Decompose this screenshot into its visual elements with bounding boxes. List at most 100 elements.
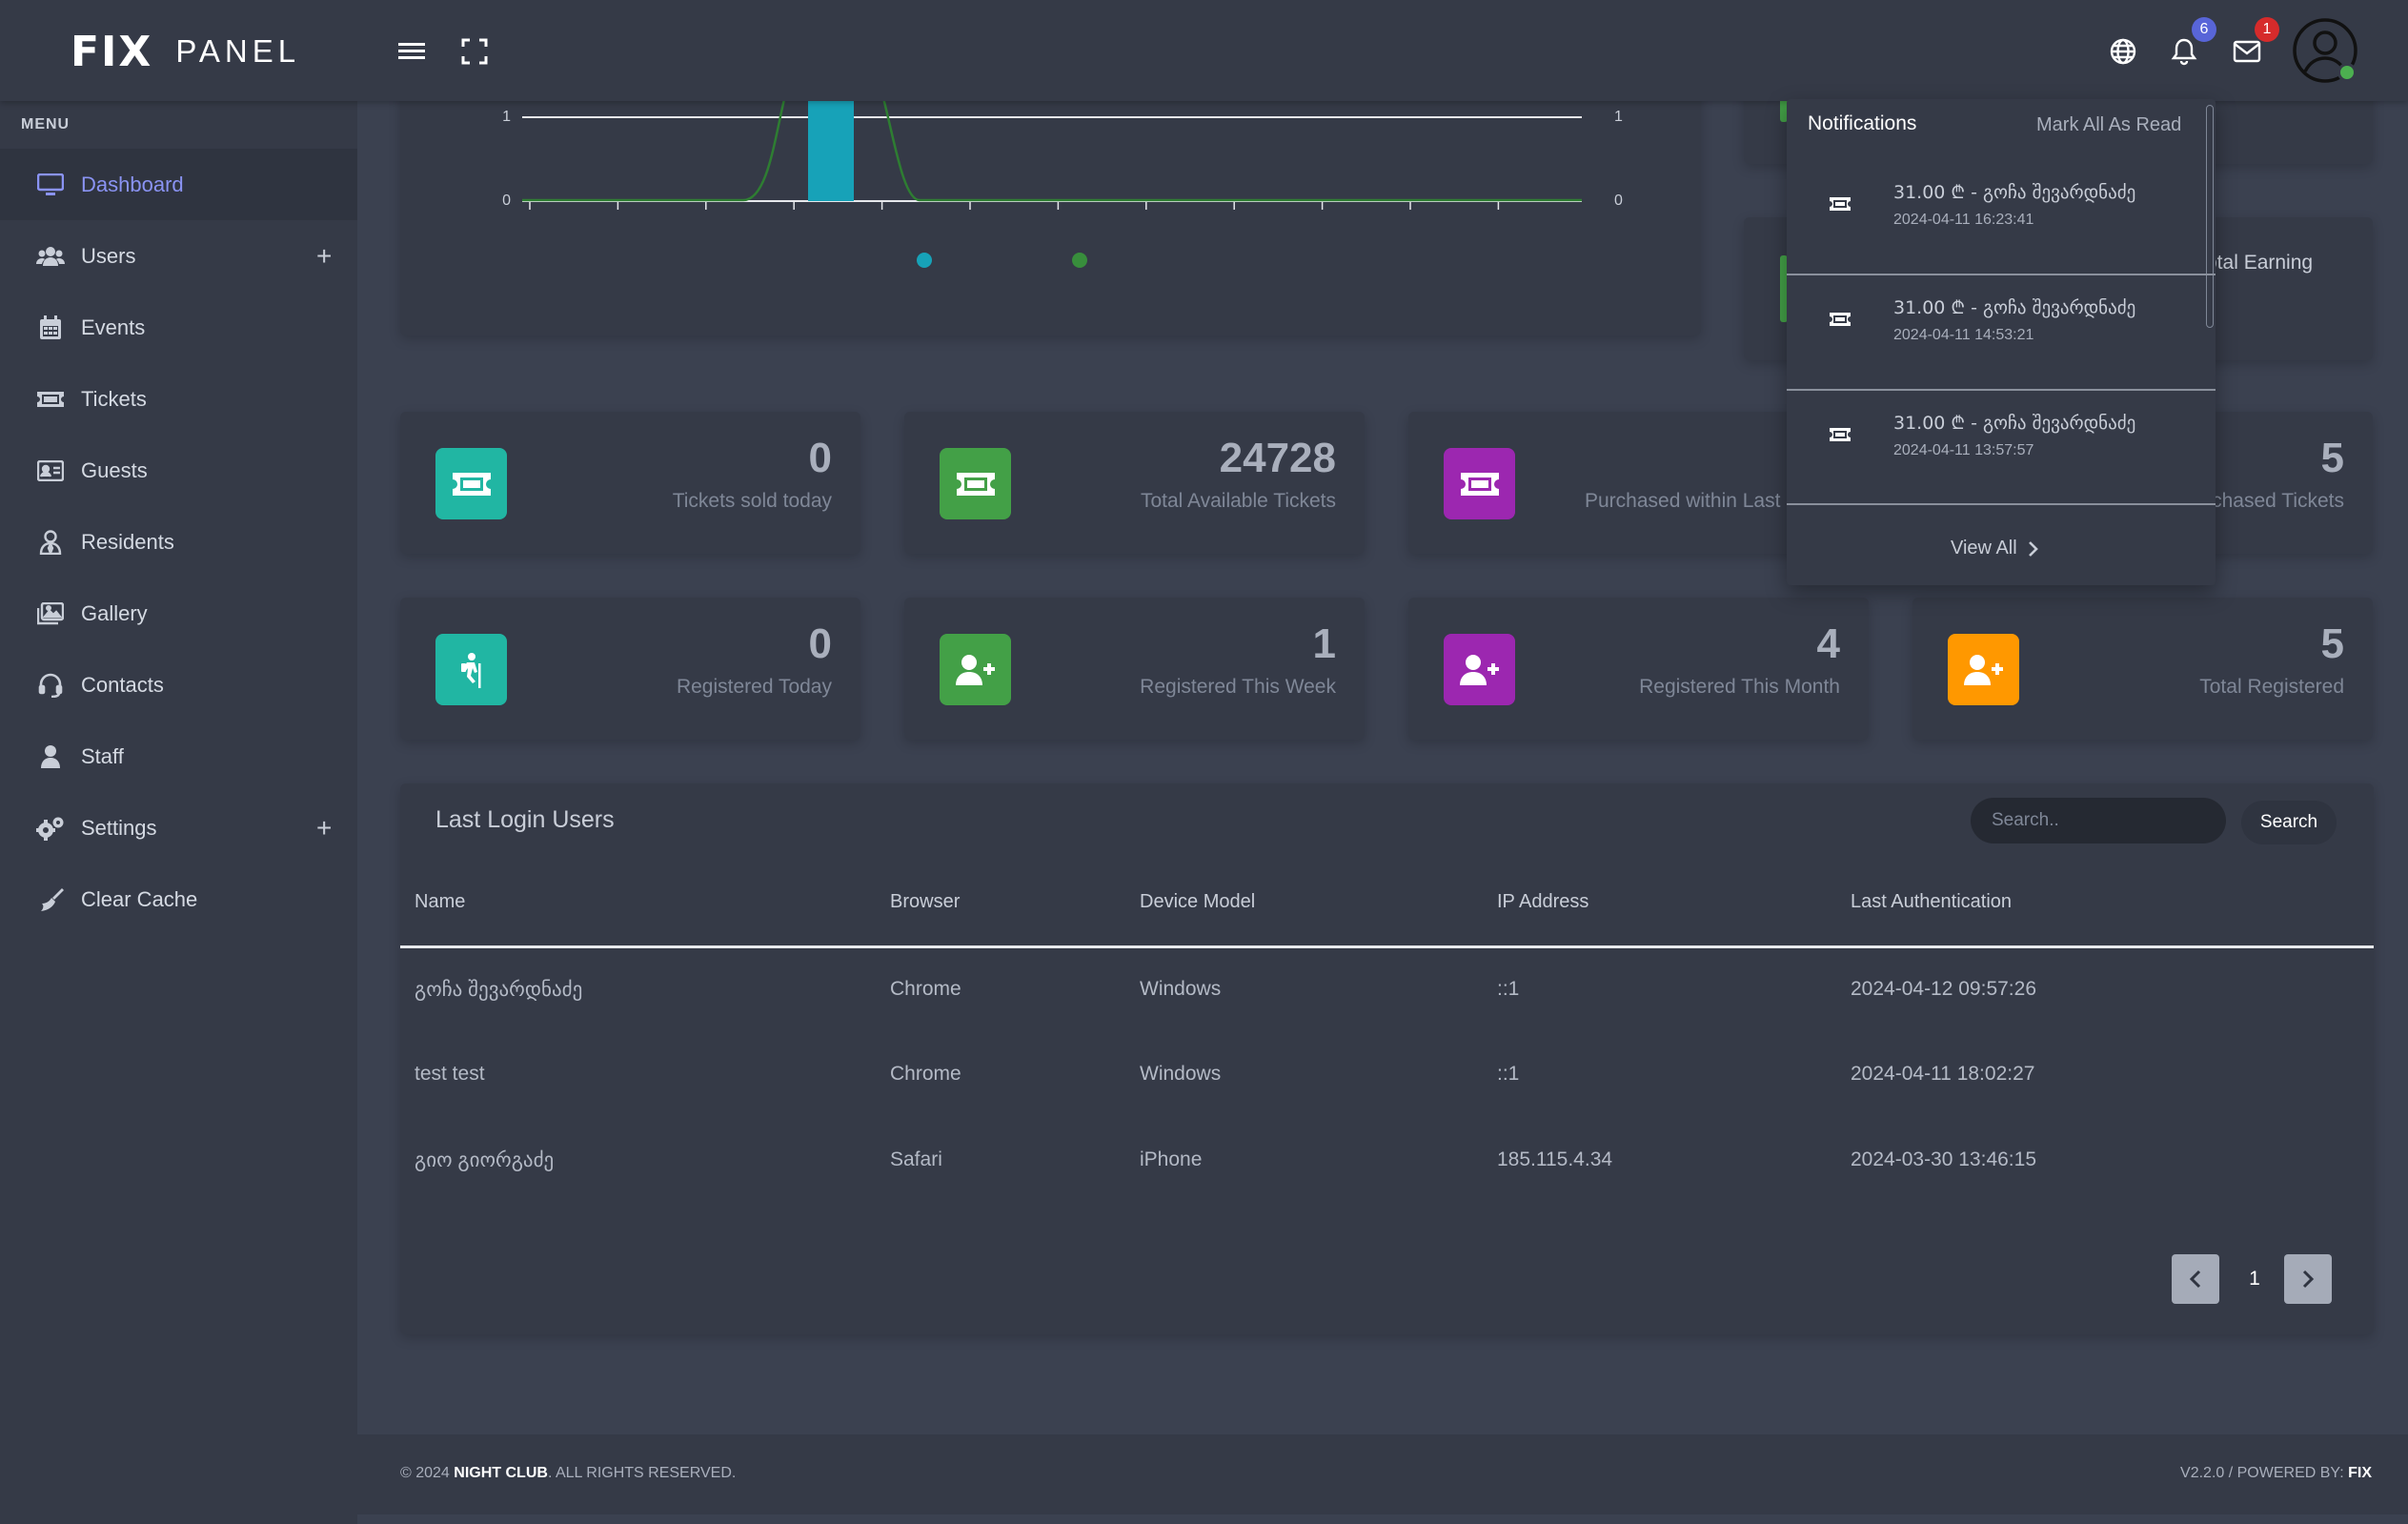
messages-button[interactable]: 1 (2228, 17, 2279, 71)
footer: © 2024 NIGHT CLUB. ALL RIGHTS RESERVED. … (357, 1434, 2408, 1514)
sidebar-item-users[interactable]: Users + (0, 220, 357, 292)
powered-by-link[interactable]: FIX (2348, 1465, 2372, 1481)
pagination-current-page[interactable]: 1 (2249, 1268, 2260, 1290)
column-header-device[interactable]: Device Model (1140, 891, 1256, 912)
monitor-icon (36, 171, 65, 199)
sidebar-item-events[interactable]: Events (0, 292, 357, 363)
menu-toggle-button[interactable] (393, 32, 431, 71)
stat-value: 24728 (1219, 435, 1336, 481)
expand-plus-icon[interactable]: + (316, 812, 333, 843)
column-header-last-auth[interactable]: Last Authentication (1851, 891, 2013, 912)
sidebar-item-label: Residents (81, 529, 174, 554)
card-accent (1780, 255, 1788, 322)
notifications-count-badge: 6 (2192, 17, 2216, 42)
sidebar-item-label: Tickets (81, 386, 147, 411)
notification-text: 31.00 ₾ - გოჩა შევარდნაძე (1893, 182, 2136, 203)
version-text: V2.2.0 / POWERED BY: (2180, 1465, 2344, 1481)
sidebar-item-label: Contacts (81, 672, 164, 697)
chevron-right-icon (2302, 1270, 2315, 1289)
sidebar: MENU Dashboard Users + Events Tickets Gu… (0, 101, 357, 1524)
notification-time: 2024-04-11 16:23:41 (1893, 212, 2034, 228)
notification-text: 31.00 ₾ - გოჩა შევარდნაძე (1893, 297, 2136, 318)
notification-item[interactable]: 31.00 ₾ - გოჩა შევარდნაძე 2024-04-11 14:… (1787, 268, 2216, 382)
cell-last-auth: 2024-03-30 13:46:15 (1851, 1148, 2036, 1170)
sidebar-item-settings[interactable]: Settings + (0, 792, 357, 864)
pagination-next-button[interactable] (2284, 1254, 2332, 1304)
cell-last-auth: 2024-04-11 18:02:27 (1851, 1063, 2035, 1085)
cell-last-auth: 2024-04-12 09:57:26 (1851, 978, 2036, 1000)
ticket-icon (1830, 196, 1851, 215)
sidebar-item-dashboard[interactable]: Dashboard (0, 149, 357, 220)
calendar-icon (36, 314, 65, 342)
cell-ip: ::1 (1497, 1063, 1520, 1085)
ticket-icon (1830, 312, 1851, 331)
envelope-icon (2233, 40, 2261, 63)
notification-item[interactable]: 31.00 ₾ - გოჩა შევარდნაძე 2024-04-11 16:… (1787, 152, 2216, 267)
sidebar-item-tickets[interactable]: Tickets (0, 363, 357, 435)
x-axis-ticks (529, 201, 1500, 210)
notification-item[interactable]: 31.00 ₾ - გოჩა შევარდნაძე 2024-04-11 13:… (1787, 383, 2216, 498)
fullscreen-icon (461, 38, 488, 65)
mark-all-read-link[interactable]: Mark All As Read (2036, 114, 2182, 135)
sidebar-item-label: Settings (81, 815, 157, 840)
ticket-icon (1830, 427, 1851, 446)
fullscreen-button[interactable] (455, 32, 494, 71)
cell-name: test test (415, 1063, 485, 1085)
stat-card-registered-week: 1 Registered This Week (904, 598, 1365, 740)
sidebar-item-guests[interactable]: Guests (0, 435, 357, 506)
messages-count-badge: 1 (2255, 17, 2279, 42)
view-all-link[interactable]: View All (1951, 538, 2038, 559)
sidebar-item-staff[interactable]: Staff (0, 721, 357, 792)
copyright-year: © 2024 (400, 1465, 450, 1481)
cell-ip: 185.115.4.34 (1497, 1148, 1613, 1170)
sidebar-item-residents[interactable]: Residents (0, 506, 357, 578)
search-input[interactable] (1971, 798, 2226, 843)
column-header-browser[interactable]: Browser (890, 891, 961, 912)
gears-icon (36, 814, 65, 843)
scrollbar[interactable] (2206, 105, 2214, 328)
sidebar-item-label: Guests (81, 457, 148, 482)
cell-browser: Chrome (890, 978, 961, 1000)
sidebar-item-clear-cache[interactable]: Clear Cache (0, 864, 357, 935)
sidebar-item-contacts[interactable]: Contacts (0, 649, 357, 721)
y-tick-left: 1 (502, 109, 511, 125)
stat-value: 5 (2320, 620, 2344, 667)
search-button[interactable]: Search (2241, 801, 2337, 844)
ticket-icon (435, 448, 507, 519)
globe-icon (2110, 38, 2136, 65)
column-header-ip[interactable]: IP Address (1497, 891, 1589, 912)
notifications-dropdown: Notifications Mark All As Read 31.00 ₾ -… (1787, 99, 2216, 585)
sidebar-item-label: Gallery (81, 600, 148, 625)
legend-dot-series-2[interactable] (1072, 253, 1087, 268)
stat-label: Total Available Tickets (1140, 490, 1336, 512)
chevron-left-icon (2189, 1270, 2201, 1289)
sidebar-item-label: Events (81, 315, 146, 339)
y-tick-right: 0 (1614, 193, 1623, 209)
notification-time: 2024-04-11 13:57:57 (1893, 442, 2034, 458)
footer-copyright: © 2024 NIGHT CLUB. ALL RIGHTS RESERVED. (400, 1465, 736, 1482)
column-header-name[interactable]: Name (415, 891, 466, 912)
divider (1787, 503, 2216, 505)
bar-series-1 (808, 100, 854, 201)
sidebar-item-label: Dashboard (81, 172, 184, 196)
bell-icon (2171, 38, 2197, 66)
logo-main: FIX (71, 27, 153, 76)
notifications-button[interactable]: 6 (2165, 17, 2216, 71)
stat-card-registered-month: 4 Registered This Month (1408, 598, 1869, 740)
pagination-prev-button[interactable] (2172, 1254, 2219, 1304)
app-logo[interactable]: FIX PANEL (71, 27, 301, 76)
stat-value: 0 (808, 435, 832, 481)
legend-dot-series-1[interactable] (917, 253, 932, 268)
footer-version: V2.2.0 / POWERED BY: FIX (2180, 1465, 2372, 1482)
menu-title: MENU (21, 116, 71, 132)
user-plus-icon (1948, 634, 2019, 705)
logo-sub: PANEL (175, 33, 301, 69)
expand-plus-icon[interactable]: + (316, 240, 333, 271)
online-status-dot (2337, 63, 2357, 82)
brand-name[interactable]: NIGHT CLUB (454, 1465, 548, 1481)
ticket-icon (36, 385, 65, 414)
language-button[interactable] (2104, 32, 2142, 71)
stat-label: Registered This Week (1140, 676, 1336, 698)
sidebar-item-gallery[interactable]: Gallery (0, 578, 357, 649)
stat-value: 0 (808, 620, 832, 667)
